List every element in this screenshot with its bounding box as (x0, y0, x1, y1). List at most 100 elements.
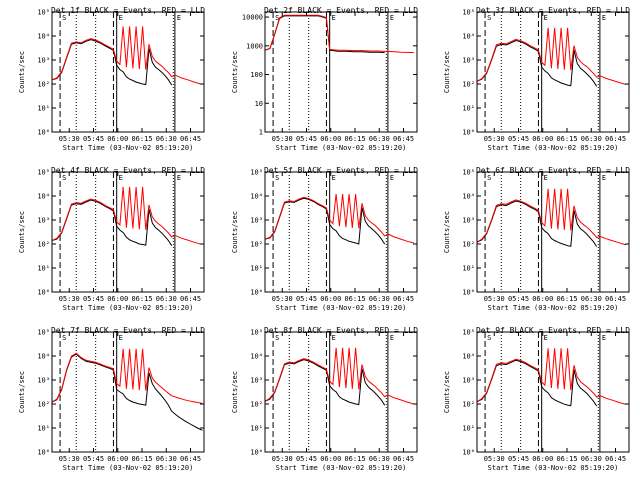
y-tick-label: 10⁵ (462, 169, 475, 177)
y-tick-label: 10⁰ (462, 449, 475, 457)
y-tick-label: 10¹ (37, 105, 50, 113)
x-tick-label: 05:45 (508, 135, 529, 143)
lld-series-line (52, 26, 201, 85)
y-tick-label: 10⁰ (250, 289, 263, 297)
x-axis-label: Start Time (03-Nov-02 05:19:20) (488, 144, 619, 152)
y-axis-label: Counts/sec (443, 371, 451, 413)
y-tick-label: 10² (250, 241, 263, 249)
panel-det-5: S E E 10⁰ 10¹ 10² 10³ 10⁴ 10⁵ 05:30 05:45 06:00 06:1… (231, 166, 418, 312)
y-tick-label: 10³ (37, 217, 50, 225)
events-series-line (477, 39, 598, 87)
x-tick-label: 06:45 (393, 295, 414, 303)
y-tick-label: 10 (255, 100, 263, 108)
x-tick-label: 06:45 (393, 135, 414, 143)
x-tick-label: 06:45 (180, 295, 201, 303)
series-group (265, 347, 414, 406)
lld-series-line (477, 348, 626, 405)
x-tick-label: 05:45 (83, 135, 104, 143)
x-axis-label: Start Time (03-Nov-02 05:19:20) (488, 304, 619, 312)
panel-title: Det 9f BLACK = Events, RED = LLD (476, 326, 630, 335)
interval-marker-label: E (390, 14, 394, 22)
y-axis-label: Counts/sec (18, 51, 26, 93)
y-axis-label: Counts/sec (231, 371, 239, 413)
y-tick-label: 10² (462, 241, 475, 249)
x-tick-label: 06:00 (107, 135, 128, 143)
x-tick-label: 06:15 (556, 295, 577, 303)
y-tick-label: 10¹ (462, 425, 475, 433)
lld-series-line (477, 188, 626, 246)
interval-marker-label: E (332, 14, 336, 22)
events-series-line (265, 197, 386, 245)
interval-marker-label: E (119, 14, 123, 22)
x-tick-label: 06:30 (156, 295, 177, 303)
x-tick-label: 06:45 (605, 135, 626, 143)
series-group (477, 348, 626, 407)
x-tick-label: 06:15 (131, 455, 152, 463)
events-series-line (52, 199, 173, 246)
plot-frame (51, 171, 205, 293)
interval-marker-label: E (332, 334, 336, 342)
x-tick-label: 06:00 (532, 135, 553, 143)
x-axis-label: Start Time (03-Nov-02 05:19:20) (276, 144, 407, 152)
interval-marker-label: E (544, 174, 548, 182)
x-tick-label: 06:00 (320, 135, 341, 143)
y-tick-label: 10³ (37, 57, 50, 65)
interval-marker-label: E (390, 174, 394, 182)
x-tick-label: 05:45 (83, 455, 104, 463)
y-tick-label: 10⁰ (37, 449, 50, 457)
x-tick-label: 06:15 (131, 295, 152, 303)
x-tick-label: 06:15 (344, 455, 365, 463)
interval-marker-label: E (332, 174, 336, 182)
series-group (477, 27, 626, 87)
y-axis-label: Counts/sec (443, 51, 451, 93)
panel-title: Det 2f BLACK = Events, RED = LLD (264, 6, 418, 15)
y-tick-label: 10⁵ (462, 329, 475, 337)
events-series-line (52, 353, 203, 431)
x-tick-label: 06:30 (369, 295, 390, 303)
plot-frame (51, 11, 205, 133)
x-tick-label: 06:45 (393, 455, 414, 463)
y-tick-label: 10³ (462, 57, 475, 65)
interval-marker-label: S (275, 174, 279, 182)
x-tick-label: 06:00 (107, 455, 128, 463)
panel-det-4: S E E 10⁰ 10¹ 10² 10³ 10⁴ 10⁵ 05:30 05:45 06:00 06:1… (18, 166, 205, 312)
x-tick-label: 05:45 (508, 295, 529, 303)
lld-series-line (52, 186, 201, 245)
y-tick-label: 10⁴ (250, 353, 263, 361)
y-tick-label: 10⁰ (462, 289, 475, 297)
interval-marker-label: E (390, 334, 394, 342)
plot-frame (476, 171, 630, 293)
y-tick-label: 10³ (250, 377, 263, 385)
x-tick-label: 06:30 (156, 455, 177, 463)
panel-title: Det 3f BLACK = Events, RED = LLD (476, 6, 630, 15)
y-axis-label: Counts/sec (18, 211, 26, 253)
plot-frame (51, 331, 205, 453)
x-tick-label: 06:00 (320, 455, 341, 463)
x-tick-label: 06:45 (605, 295, 626, 303)
x-tick-label: 05:30 (484, 295, 505, 303)
x-tick-label: 06:30 (581, 455, 602, 463)
y-tick-label: 100 (250, 71, 263, 79)
panel-title: Det 8f BLACK = Events, RED = LLD (264, 326, 418, 335)
lld-series-line (52, 348, 203, 404)
interval-marker-label: S (487, 334, 491, 342)
y-axis-label: Counts/sec (231, 51, 239, 93)
series-group (265, 14, 414, 54)
y-tick-label: 10³ (462, 377, 475, 385)
x-tick-label: 05:30 (272, 295, 293, 303)
series-group (52, 186, 201, 246)
y-tick-label: 10⁰ (250, 449, 263, 457)
x-tick-label: 06:45 (180, 455, 201, 463)
x-tick-label: 06:00 (532, 455, 553, 463)
panel-det-9: S E E 10⁰ 10¹ 10² 10³ 10⁴ 10⁵ 05:30 05:45 06:00 06:1… (443, 326, 630, 472)
x-tick-label: 05:45 (296, 135, 317, 143)
panel-det-8: S E E 10⁰ 10¹ 10² 10³ 10⁴ 10⁵ 05:30 05:45 06:00 06:1… (231, 326, 418, 472)
y-tick-label: 10⁴ (37, 353, 50, 361)
x-tick-label: 05:45 (296, 455, 317, 463)
x-axis-label: Start Time (03-Nov-02 05:19:20) (488, 464, 619, 472)
interval-marker-label: S (62, 174, 66, 182)
interval-marker-label: S (487, 174, 491, 182)
series-group (477, 188, 626, 247)
interval-marker-label: S (275, 14, 279, 22)
